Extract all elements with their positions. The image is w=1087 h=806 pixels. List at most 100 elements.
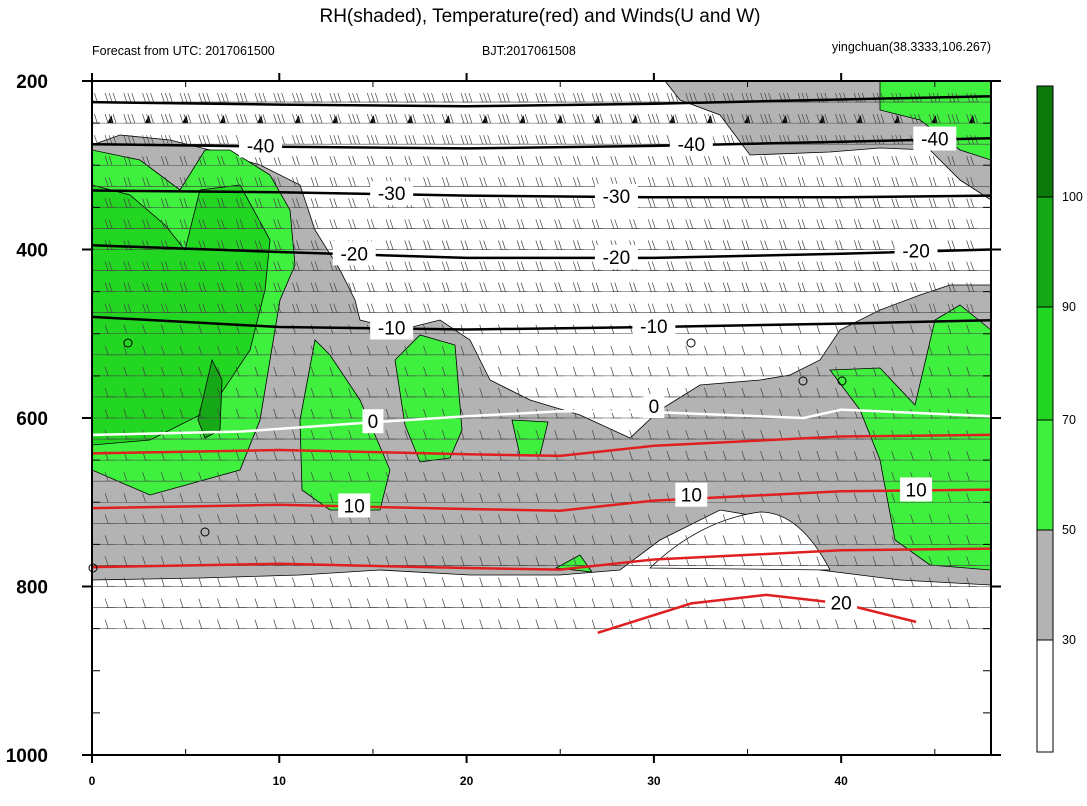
wind-barb-flag (150, 114, 154, 124)
wind-barb-flag (168, 135, 173, 145)
wind-barb-flag (816, 577, 821, 587)
wind-barb-flag (520, 114, 525, 124)
wind-barb-flag (572, 366, 577, 376)
rh-region-white-low (649, 511, 831, 571)
contour-label: 20 (831, 593, 852, 614)
wind-barb-flag (741, 114, 746, 124)
wind-barb-flag (179, 219, 184, 229)
wind-barb-flag (296, 303, 300, 313)
wind-barb-flag (460, 92, 465, 103)
wind-barb-flag (329, 324, 334, 334)
wind-barb-flag (797, 219, 802, 229)
wind-barb-flag (123, 556, 128, 566)
wind-barb-flag (745, 177, 750, 187)
wind-barb-flag (779, 114, 783, 124)
wind-barb-flag (666, 429, 671, 440)
wind-barb-flag (647, 345, 652, 355)
wind-barb-flag (722, 556, 727, 566)
wind-barb-flag (352, 198, 356, 208)
wind-barb-flag (839, 114, 843, 124)
wind-barb-flag (310, 577, 315, 587)
wind-barb-flag (572, 514, 577, 524)
wind-barb-flag (741, 472, 746, 482)
wind-barb-flag (745, 156, 750, 166)
wind-barb-flag (651, 135, 656, 145)
wind-barb-flag (722, 240, 727, 250)
wind-barb-flag (779, 472, 783, 482)
wind-barb-flag (966, 324, 970, 334)
wind-barb-flag (235, 514, 240, 524)
wind-barb-flag (254, 408, 259, 419)
wind-barb-flag (366, 282, 371, 292)
wind-barb-flag (853, 282, 858, 292)
wind-barb-flag (895, 198, 900, 208)
wind-barb-flag (591, 514, 596, 524)
wind-barb-flag (891, 387, 896, 398)
wind-barb-flag (520, 261, 525, 271)
wind-barb-flag (970, 114, 974, 124)
wind-barb-flag (520, 303, 525, 313)
wind-barb-flag (160, 261, 165, 271)
wind-barb-flag (726, 135, 731, 145)
wind-barb-flag (610, 514, 615, 524)
wind-barb-flag (479, 282, 484, 292)
wind-barb-flag (104, 514, 109, 524)
wind-barb-flag (498, 177, 502, 187)
wind-barb-flag (783, 303, 787, 313)
temperature-contour (92, 315, 991, 331)
wind-barb-flag (441, 240, 446, 250)
y-tick-label: 800 (16, 578, 48, 599)
wind-barb-flag (539, 114, 544, 124)
wind-barb-flag (366, 556, 371, 566)
wind-barb-flag (441, 556, 446, 566)
wind-barb-flag (674, 114, 679, 124)
wind-barb-flag (445, 198, 450, 208)
wind-barb-flag (160, 345, 165, 355)
wind-barb-flag (239, 282, 244, 292)
wind-barb-flag (610, 303, 615, 313)
wind-barb-flag (464, 261, 469, 271)
wind-barb-flag (142, 261, 146, 271)
wind-barb-flag (797, 345, 802, 355)
wind-barb-flag (423, 556, 427, 566)
wind-barb-flag (741, 556, 746, 566)
wind-barb-flag (479, 472, 484, 482)
wind-barb-flag (370, 156, 375, 166)
wind-barb-flag (760, 282, 764, 292)
wind-barb-flag (591, 219, 596, 229)
wind-barb-flag (554, 92, 558, 103)
wind-barb-flag (853, 619, 858, 629)
wind-barb-flag (610, 345, 615, 355)
wind-barb-flag (273, 619, 277, 629)
wind-barb-flag (94, 92, 98, 103)
wind-barb-flag (910, 598, 914, 608)
wind-barb-flag (914, 198, 918, 208)
wind-barb-flag (857, 135, 862, 145)
wind-barb-flag (314, 219, 319, 229)
wind-barb-flag (127, 156, 132, 166)
wind-barb-flag (966, 514, 970, 524)
wind-barb-flag (797, 451, 802, 461)
wind-barb-flag (876, 219, 881, 229)
wind-barb-flag (423, 598, 427, 608)
wind-barb-flag (535, 156, 540, 166)
wind-barb-flag (348, 577, 352, 587)
wind-barb-flag (647, 282, 652, 292)
wind-barb-flag (764, 177, 768, 187)
wind-barb-flag (385, 156, 390, 166)
wind-barb-flag (820, 198, 825, 208)
wind-barb-flag (127, 135, 132, 145)
wind-barb-flag (112, 114, 117, 124)
wind-barb-flag (614, 135, 619, 145)
wind-barb-flag (498, 156, 502, 166)
wind-barb-flag (352, 135, 356, 145)
wind-barb-flag (816, 282, 821, 292)
wind-barb-flag (502, 198, 506, 208)
wind-barb-flag (449, 114, 454, 124)
wind-barb-flag (655, 135, 660, 145)
wind-barb-flag (516, 198, 521, 208)
wind-barb-flag (202, 261, 207, 271)
wind-barb-flag (576, 303, 581, 313)
wind-barb-flag (876, 240, 881, 250)
